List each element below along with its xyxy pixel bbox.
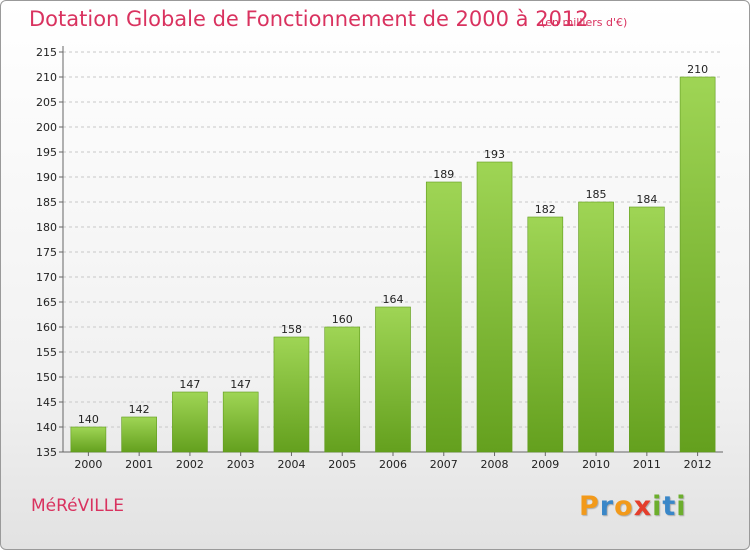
y-tick-label: 160 [36, 321, 57, 334]
logo-letter: i [652, 491, 663, 522]
x-tick-label: 2000 [74, 458, 102, 471]
value-label-2009: 182 [535, 203, 556, 216]
value-label-2007: 189 [433, 168, 454, 181]
value-label-2008: 193 [484, 148, 505, 161]
chart-title: Dotation Globale de Fonctionnement de 20… [29, 7, 589, 31]
value-label-2000: 140 [78, 413, 99, 426]
x-tick-label: 2003 [227, 458, 255, 471]
bar-2002 [172, 391, 208, 453]
y-tick-label: 170 [36, 271, 57, 284]
bars [70, 76, 716, 453]
bar-2006 [375, 306, 411, 453]
logo-letter: P [579, 491, 600, 522]
y-tick-label: 165 [36, 296, 57, 309]
x-tick-label: 2009 [531, 458, 559, 471]
x-tick-label: 2002 [176, 458, 204, 471]
bar-2011 [629, 206, 665, 453]
bar-2012 [679, 76, 716, 453]
value-label-2005: 160 [332, 313, 353, 326]
y-tick-label: 185 [36, 196, 57, 209]
y-tick-label: 155 [36, 346, 57, 359]
bar-2004 [273, 336, 310, 453]
y-tick-label: 215 [36, 46, 57, 59]
bar-2005 [324, 326, 361, 453]
logo-letter: o [614, 491, 634, 522]
logo-letter: t [662, 491, 677, 522]
chart-subtitle: (en milliers d'€) [541, 16, 628, 29]
bar-2001 [121, 416, 157, 453]
logo-letter: x [633, 491, 653, 522]
bar-2003 [222, 391, 259, 453]
commune-name: MéRéVILLE [31, 496, 124, 516]
x-tick-label: 2005 [328, 458, 356, 471]
value-label-2012: 210 [687, 63, 708, 76]
value-label-2010: 185 [586, 188, 607, 201]
value-label-2011: 184 [636, 193, 657, 206]
proxiti-logo[interactable]: Proxiti [579, 491, 687, 522]
x-tick-label: 2007 [430, 458, 458, 471]
x-tick-label: 2010 [582, 458, 610, 471]
logo-letter: i [676, 491, 687, 522]
labels: 135 140 145 150 155 160 165 170 175 180 185 190 195 2… [36, 46, 712, 471]
logo-letter: r [599, 491, 615, 522]
x-tick-label: 2011 [633, 458, 661, 471]
y-tick-label: 195 [36, 146, 57, 159]
y-tick-label: 150 [36, 371, 57, 384]
y-tick-label: 190 [36, 171, 57, 184]
bar-2007 [425, 181, 462, 453]
bar-2008 [476, 161, 513, 453]
y-tick-label: 210 [36, 71, 57, 84]
y-tick-label: 145 [36, 396, 57, 409]
x-tick-label: 2008 [481, 458, 509, 471]
value-label-2004: 158 [281, 323, 302, 336]
y-tick-label: 180 [36, 221, 57, 234]
y-tick-label: 135 [36, 446, 57, 459]
value-label-2003: 147 [230, 378, 251, 391]
x-tick-label: 2001 [125, 458, 153, 471]
value-label-2001: 142 [129, 403, 150, 416]
value-label-2006: 164 [383, 293, 404, 306]
bar-2009 [527, 216, 564, 453]
y-tick-label: 205 [36, 96, 57, 109]
bar-2010 [578, 201, 614, 453]
bar-2000 [70, 426, 107, 453]
y-tick-label: 200 [36, 121, 57, 134]
value-label-2002: 147 [179, 378, 200, 391]
x-tick-label: 2004 [277, 458, 305, 471]
x-tick-label: 2012 [684, 458, 712, 471]
x-tick-label: 2006 [379, 458, 407, 471]
y-tick-label: 175 [36, 246, 57, 259]
y-tick-label: 140 [36, 421, 57, 434]
